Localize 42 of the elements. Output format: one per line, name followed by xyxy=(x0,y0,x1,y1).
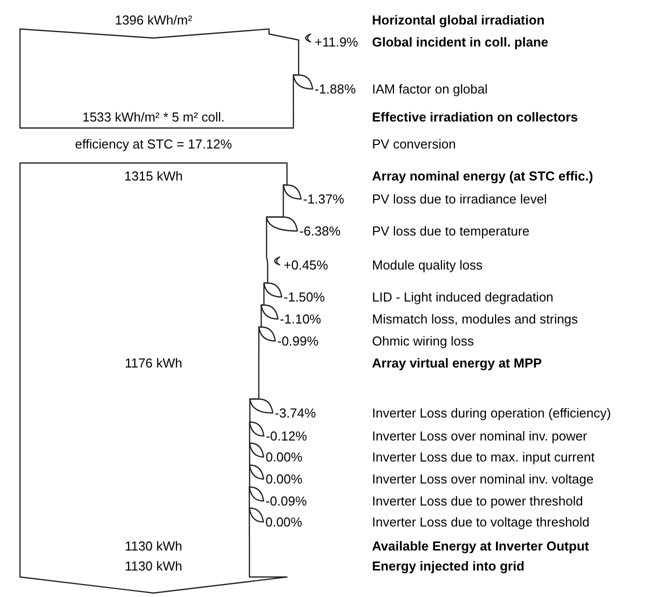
data-label: +0.45% xyxy=(284,258,328,272)
data-label: 1130 kWh xyxy=(124,538,182,554)
category-label: Effective irradiation on collectors xyxy=(372,110,578,124)
data-label: 1130 kWh xyxy=(124,558,182,574)
data-label: 0.00% xyxy=(266,450,302,464)
category-label: PV loss due to irradiance level xyxy=(372,192,547,206)
category-label: Mismatch loss, modules and strings xyxy=(372,312,578,326)
category-label: Available Energy at Inverter Output xyxy=(372,538,589,554)
data-label: 1533 kWh/m² * 5 m² coll. xyxy=(82,110,225,124)
category-label: Inverter Loss during operation (efficiency) xyxy=(372,406,611,420)
data-label: -0.09% xyxy=(266,494,307,508)
data-label: 1396 kWh/m² xyxy=(114,12,192,28)
category-label: Module quality loss xyxy=(372,258,483,272)
category-label: PV loss due to temperature xyxy=(372,224,530,238)
data-label: -3.74% xyxy=(274,406,316,420)
category-label: Inverter Loss due to max. input current xyxy=(372,450,595,464)
category-label: Inverter Loss due to voltage threshold xyxy=(372,514,590,530)
category-label: Array nominal energy (at STC effic.) xyxy=(372,168,594,184)
category-label: Global incident in coll. plane xyxy=(372,34,548,50)
category-label: Inverter Loss over nominal inv. power xyxy=(372,428,588,444)
data-label: -1.50% xyxy=(284,290,325,304)
category-label: Horizontal global irradiation xyxy=(372,12,545,28)
category-label: Energy injected into grid xyxy=(372,558,524,574)
category-label: PV conversion xyxy=(372,136,456,152)
data-label: -1.37% xyxy=(303,192,344,206)
data-label: 0.00% xyxy=(266,472,302,486)
category-label: Inverter Loss over nominal inv. voltage xyxy=(372,472,594,486)
data-label: efficiency at STC = 17.12% xyxy=(75,136,232,152)
category-label: LID - Light induced degradation xyxy=(372,290,554,304)
data-label: +11.9% xyxy=(314,34,358,50)
category-label: Array virtual energy at MPP xyxy=(372,356,542,370)
data-label: -0.12% xyxy=(266,428,308,444)
data-label: -1.88% xyxy=(314,82,356,96)
data-label: -6.38% xyxy=(299,224,341,238)
data-label: 1176 kWh xyxy=(124,356,182,370)
category-label: Inverter Loss due to power threshold xyxy=(372,494,584,508)
data-label: -0.99% xyxy=(277,334,318,348)
category-label: Ohmic wiring loss xyxy=(372,334,474,348)
data-label: 0.00% xyxy=(265,514,302,530)
data-label: 1315 kWh xyxy=(124,168,183,184)
data-label: -1.10% xyxy=(280,312,322,326)
category-label: IAM factor on global xyxy=(372,82,488,96)
